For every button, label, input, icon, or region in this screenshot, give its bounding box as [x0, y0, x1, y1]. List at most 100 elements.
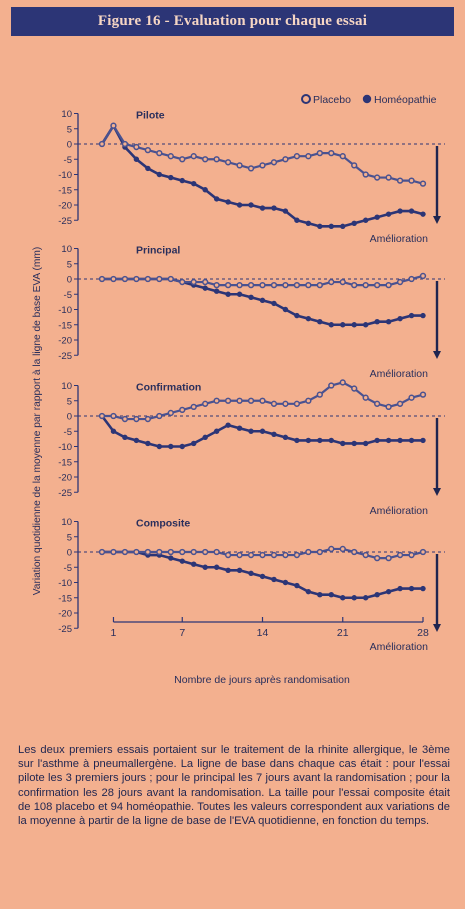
homeopathie-point	[236, 425, 243, 431]
panel-composite: 10 5 0 -5 -10 -15 -20 -25 Composite Amélioration	[58, 517, 445, 653]
y-tick-label: -25	[58, 351, 72, 362]
homeopathie-point	[236, 291, 243, 297]
y-tick-label: -10	[58, 578, 72, 589]
homeopathie-point	[271, 205, 277, 211]
placebo-point	[351, 162, 358, 169]
homeopathie-point	[385, 588, 392, 595]
y-tick-label: -25	[58, 488, 72, 499]
placebo-point	[179, 406, 186, 414]
y-tick-label: -10	[58, 442, 72, 453]
placebo-point	[98, 140, 106, 148]
placebo-point	[373, 174, 381, 181]
homeopathie-point	[202, 434, 208, 441]
homeopathie-point	[282, 306, 289, 313]
homeopathie-point	[133, 156, 140, 162]
placebo-point	[167, 409, 174, 417]
homeopathie-point	[225, 422, 231, 428]
homeopathie-point	[317, 319, 323, 325]
placebo-point	[385, 281, 392, 289]
homeopathie-point	[248, 570, 254, 577]
placebo-point	[373, 554, 381, 562]
placebo-point	[98, 275, 106, 283]
y-tick-label: -25	[58, 216, 72, 227]
panel-title: Principal	[136, 245, 180, 257]
placebo-point	[110, 122, 117, 129]
homeopathie-point	[294, 437, 300, 444]
panel-pilote: 10 5 0 -5 -10 -15 -20 -25 Pilote Amélioration	[58, 109, 445, 245]
placebo-point	[328, 150, 335, 157]
placebo-point	[316, 548, 323, 556]
placebo-point	[110, 548, 117, 556]
homeopathie-point	[213, 196, 220, 202]
placebo-point	[362, 281, 369, 289]
homeopathie-point	[362, 595, 369, 601]
placebo-point	[98, 412, 106, 420]
y-tick-label: 5	[67, 124, 72, 135]
placebo-point	[144, 548, 152, 556]
homeopathie-point	[156, 443, 163, 450]
placebo-point	[419, 548, 427, 556]
homeopathie-point	[191, 561, 197, 567]
homeopathie-point	[317, 592, 323, 598]
placebo-point	[339, 278, 346, 286]
improvement-arrowhead	[433, 488, 441, 496]
placebo-point	[385, 174, 392, 181]
homeopathie-point	[271, 300, 277, 307]
placebo-point	[121, 548, 129, 556]
placebo-point	[179, 156, 186, 163]
homeopathie-point	[145, 165, 151, 172]
homeopathie-point	[374, 592, 380, 598]
homeopathie-point	[374, 319, 380, 325]
homeopathie-point	[408, 208, 415, 214]
placebo-point	[408, 394, 415, 401]
homeopathie-point	[420, 437, 426, 444]
panel-title: Confirmation	[136, 382, 201, 394]
y-tick-label: -20	[58, 609, 72, 620]
x-tick-label: 7	[179, 627, 185, 639]
placebo-point	[316, 281, 323, 289]
homeopathie-point	[340, 595, 346, 601]
placebo-point	[419, 272, 427, 280]
placebo-point	[328, 382, 335, 389]
homeopathie-point	[213, 428, 220, 434]
homeopathie-point	[259, 573, 266, 580]
homeopathie-point	[397, 585, 403, 592]
placebo-point	[351, 281, 358, 289]
placebo-point	[224, 397, 232, 404]
improvement-label: Amélioration	[370, 505, 429, 517]
homeopathie-point	[397, 437, 403, 444]
homeopathie-point	[362, 322, 369, 328]
placebo-point	[419, 180, 427, 187]
placebo-point	[247, 551, 255, 559]
panel-principal: 10 5 0 -5 -10 -15 -20 -25 Principal Amélioration	[58, 244, 445, 380]
homeopathie-point	[213, 288, 220, 294]
homeopathie-point	[420, 585, 426, 592]
improvement-arrowhead	[433, 624, 441, 632]
placebo-point	[339, 379, 346, 386]
placebo-point	[259, 551, 266, 559]
homeopathie-point	[191, 180, 197, 187]
homeopathie-point	[168, 174, 174, 181]
x-axis: 1 7 14 21 28	[111, 617, 429, 639]
y-tick-label: 0	[67, 140, 72, 151]
placebo-point	[224, 281, 232, 289]
homeopathie-point	[362, 440, 369, 447]
placebo-point	[305, 153, 312, 160]
homeopathie-point	[340, 440, 346, 447]
legend-placebo-label: Placebo	[313, 94, 351, 106]
placebo-point	[351, 385, 358, 392]
y-tick-label: -15	[58, 320, 72, 331]
homeopathie-point	[282, 434, 289, 441]
homeopathie-point	[259, 428, 266, 434]
homeopathie-point	[328, 437, 334, 444]
placebo-point	[156, 275, 163, 283]
placebo-point	[316, 391, 323, 398]
placebo-point	[408, 551, 415, 559]
figure-title-bar: Figure 16 - Evaluation pour chaque essai	[11, 7, 454, 36]
placebo-point	[339, 545, 346, 553]
placebo-point	[385, 554, 392, 562]
placebo-point	[385, 403, 392, 411]
placebo-point	[224, 159, 232, 166]
homeopathie-point	[397, 208, 403, 214]
homeopathie-point	[294, 217, 300, 223]
